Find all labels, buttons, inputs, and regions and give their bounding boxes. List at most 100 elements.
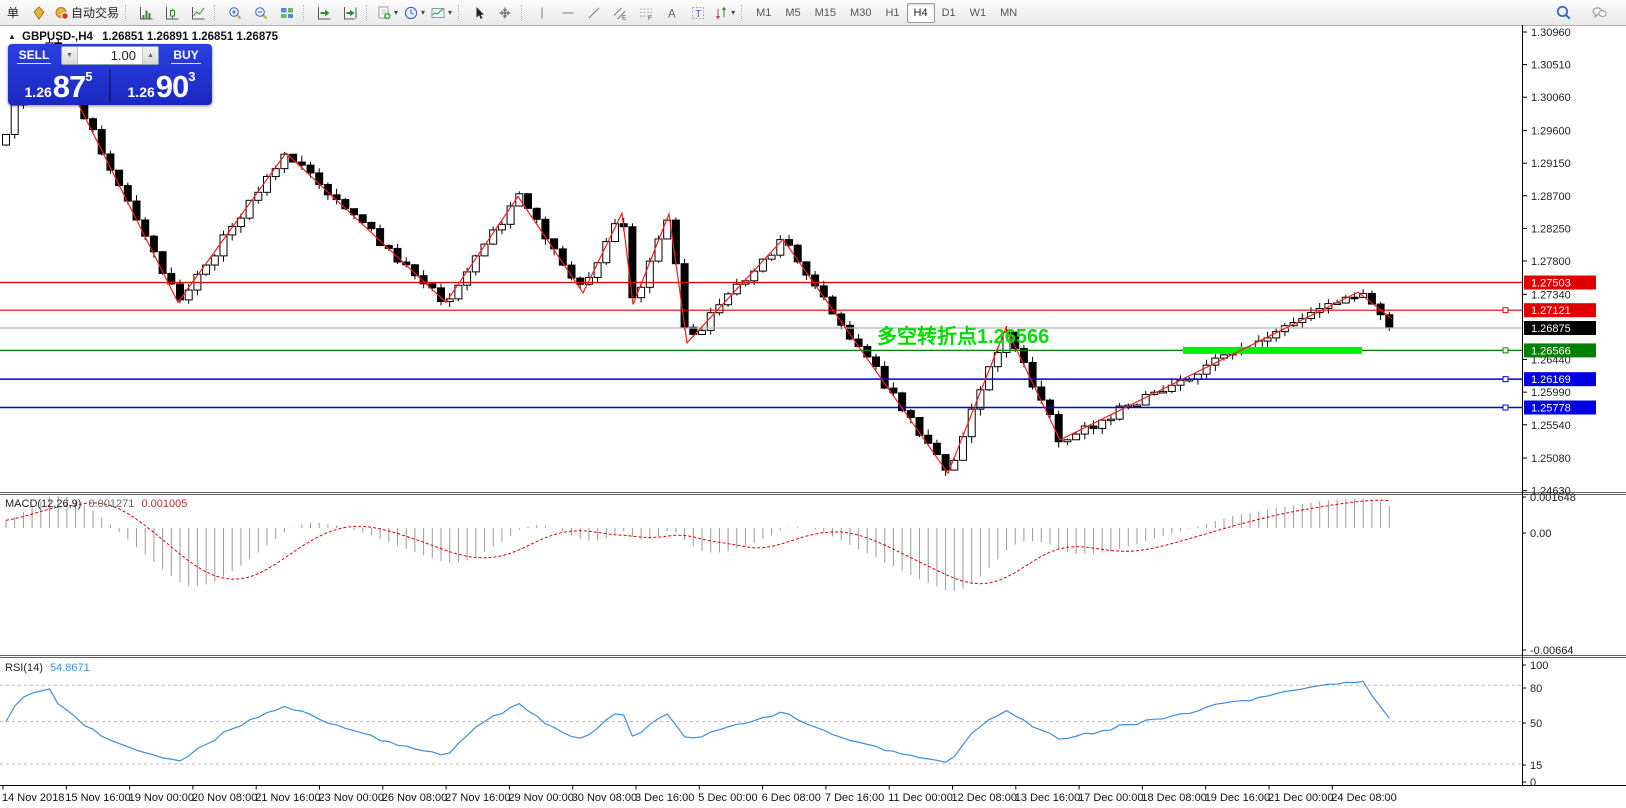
- timeframe-h1-button[interactable]: H1: [885, 6, 900, 19]
- line-edit-handle[interactable]: [1502, 347, 1509, 354]
- line-chart-button[interactable]: [185, 3, 211, 23]
- zoom-in-button[interactable]: [222, 3, 248, 23]
- time-tick-label: 23 Nov 00:00: [319, 792, 384, 804]
- line-edit-handle[interactable]: [1502, 376, 1509, 383]
- zoom-out-button[interactable]: [248, 3, 274, 23]
- timeframe-m30-button[interactable]: M30: [850, 6, 872, 19]
- level-price-text: 1.26875: [1531, 323, 1571, 335]
- price-tick-label: 1.25540: [1531, 420, 1571, 432]
- line-edit-handle[interactable]: [1502, 404, 1509, 411]
- time-tick-label: 26 Nov 08:00: [382, 792, 447, 804]
- sell-button[interactable]: SELL: [8, 44, 60, 67]
- tile-windows-button[interactable]: [274, 3, 300, 23]
- time-tick-label: 5 Dec 00:00: [698, 792, 757, 804]
- rsi-axis-label: 50: [1530, 718, 1542, 730]
- macd-signal-value: 0.001005: [141, 498, 187, 510]
- timeframe-m1-button[interactable]: M1: [756, 6, 772, 19]
- horizontal-levels: [0, 281, 1522, 411]
- buy-button[interactable]: BUY: [160, 44, 212, 67]
- toolbar-separator: [741, 4, 746, 21]
- volume-decrease-button[interactable]: ▼: [62, 47, 78, 64]
- chart-shift-button[interactable]: [337, 3, 363, 23]
- timeframe-d1-button[interactable]: D1: [941, 6, 956, 19]
- equidistant-channel-button[interactable]: E: [607, 3, 633, 23]
- resistance-line-upper-label: [1524, 275, 1596, 290]
- dropdown-caret-icon: ▾: [731, 8, 736, 17]
- svg-text:F: F: [648, 15, 652, 20]
- bar-chart-button[interactable]: [133, 3, 159, 23]
- text-label-button[interactable]: T: [685, 3, 711, 23]
- price-tick-label: 1.26440: [1531, 355, 1571, 367]
- auto-trading-label: 自动交易: [71, 6, 120, 20]
- macd-label: MACD(12,26,9) 0.001271 0.001005: [5, 498, 187, 510]
- macd-name: MACD(12,26,9): [5, 498, 81, 510]
- chat-icon[interactable]: [1586, 3, 1612, 23]
- svg-text:T: T: [695, 9, 701, 20]
- time-tick-label: 21 Dec 00:00: [1268, 792, 1333, 804]
- one-click-panel-toggle[interactable]: ▲: [8, 32, 16, 41]
- gold-diamond-icon[interactable]: [26, 3, 52, 23]
- chart-title: GBPUSD-,H4 1.26851 1.26891 1.26851 1.268…: [22, 31, 279, 43]
- support-line-upper-label: [1524, 372, 1596, 387]
- volume-input[interactable]: [78, 47, 142, 64]
- toolbar: 单 自动交易 ▾ ▾ ▾ E F A T ▾ M1 M5 M15 M30 H1 H4 D1 W1 MN: [0, 0, 1626, 26]
- level-price-text: 1.27121: [1531, 305, 1571, 317]
- cursor-button[interactable]: [466, 3, 492, 23]
- price-tick-label: 1.29600: [1531, 126, 1571, 138]
- dropdown-caret-icon: ▾: [394, 8, 399, 17]
- timeframe-mn-button[interactable]: MN: [1000, 6, 1018, 19]
- crosshair-button[interactable]: [492, 3, 518, 23]
- level-price-text: 1.25778: [1531, 403, 1571, 415]
- arrow-objects-button[interactable]: ▾: [711, 3, 738, 23]
- vertical-line-button[interactable]: [529, 3, 555, 23]
- new-chart-button[interactable]: ▾: [374, 3, 401, 23]
- support-line-lower-label: [1524, 400, 1596, 415]
- dropdown-caret-icon: ▾: [421, 8, 426, 17]
- new-order-button[interactable]: 单: [0, 3, 26, 23]
- ask-quote[interactable]: 1.26 90 3: [111, 67, 212, 105]
- search-icon[interactable]: [1550, 3, 1576, 23]
- toolbar-right: [1550, 3, 1626, 23]
- timeframe-h4-button[interactable]: H4: [906, 2, 935, 23]
- text-button[interactable]: A: [659, 3, 685, 23]
- zigzag-indicator-line: [47, 43, 1393, 475]
- fibonacci-button[interactable]: F: [633, 3, 659, 23]
- timeframe-m5-button[interactable]: M5: [785, 6, 801, 19]
- auto-trading-button[interactable]: 自动交易: [52, 3, 122, 23]
- time-tick-label: 6 Dec 08:00: [762, 792, 821, 804]
- template-button[interactable]: ▾: [428, 3, 455, 23]
- toolbar-separator: [366, 4, 371, 21]
- pivot-line-green-label: [1524, 343, 1596, 358]
- rsi-axis-label: 80: [1530, 683, 1542, 695]
- svg-text:A: A: [668, 8, 676, 20]
- level-price-text: 1.26566: [1531, 345, 1571, 357]
- time-tick-label: 7 Dec 16:00: [825, 792, 884, 804]
- price-tick-label: 1.27800: [1531, 256, 1571, 268]
- bid-big-digits: 87: [52, 69, 86, 104]
- timeframe-m15-button[interactable]: M15: [814, 6, 837, 19]
- chart-canvas[interactable]: 1.30960 1.30510 1.30060 1.29600 1.29150 1.287…: [0, 25, 1626, 808]
- auto-scroll-button[interactable]: [311, 3, 337, 23]
- bid-pipette: 5: [85, 69, 93, 84]
- time-tick-label: 17 Dec 00:00: [1078, 792, 1143, 804]
- volume-increase-button[interactable]: ▲: [142, 47, 158, 64]
- timeframe-w1-button[interactable]: W1: [969, 6, 987, 19]
- horizontal-line-button[interactable]: [555, 3, 581, 23]
- time-tick-label: 3 Dec 16:00: [635, 792, 694, 804]
- time-tick-label: 30 Nov 08:00: [572, 792, 637, 804]
- rsi-line: [5, 680, 1390, 763]
- ask-pipette: 3: [188, 69, 196, 84]
- bid-quote[interactable]: 1.26 87 5: [8, 67, 109, 105]
- candlestick-chart-button[interactable]: [159, 3, 185, 23]
- trendline-button[interactable]: [581, 3, 607, 23]
- bid-prefix: 1.26: [24, 84, 52, 100]
- one-click-trading-panel: SELL ▼ ▲ BUY 1.26 87 5 1.26 90 3: [8, 44, 212, 105]
- macd-histogram: [5, 496, 1390, 592]
- time-tick-label: 20 Nov 08:00: [192, 792, 257, 804]
- price-tick-label: 1.28700: [1531, 191, 1571, 203]
- macd-axis-label: 0.001648: [1530, 492, 1576, 504]
- line-edit-handle[interactable]: [1502, 307, 1509, 314]
- periods-button[interactable]: ▾: [401, 3, 428, 23]
- rsi-value: 54.8671: [50, 662, 90, 674]
